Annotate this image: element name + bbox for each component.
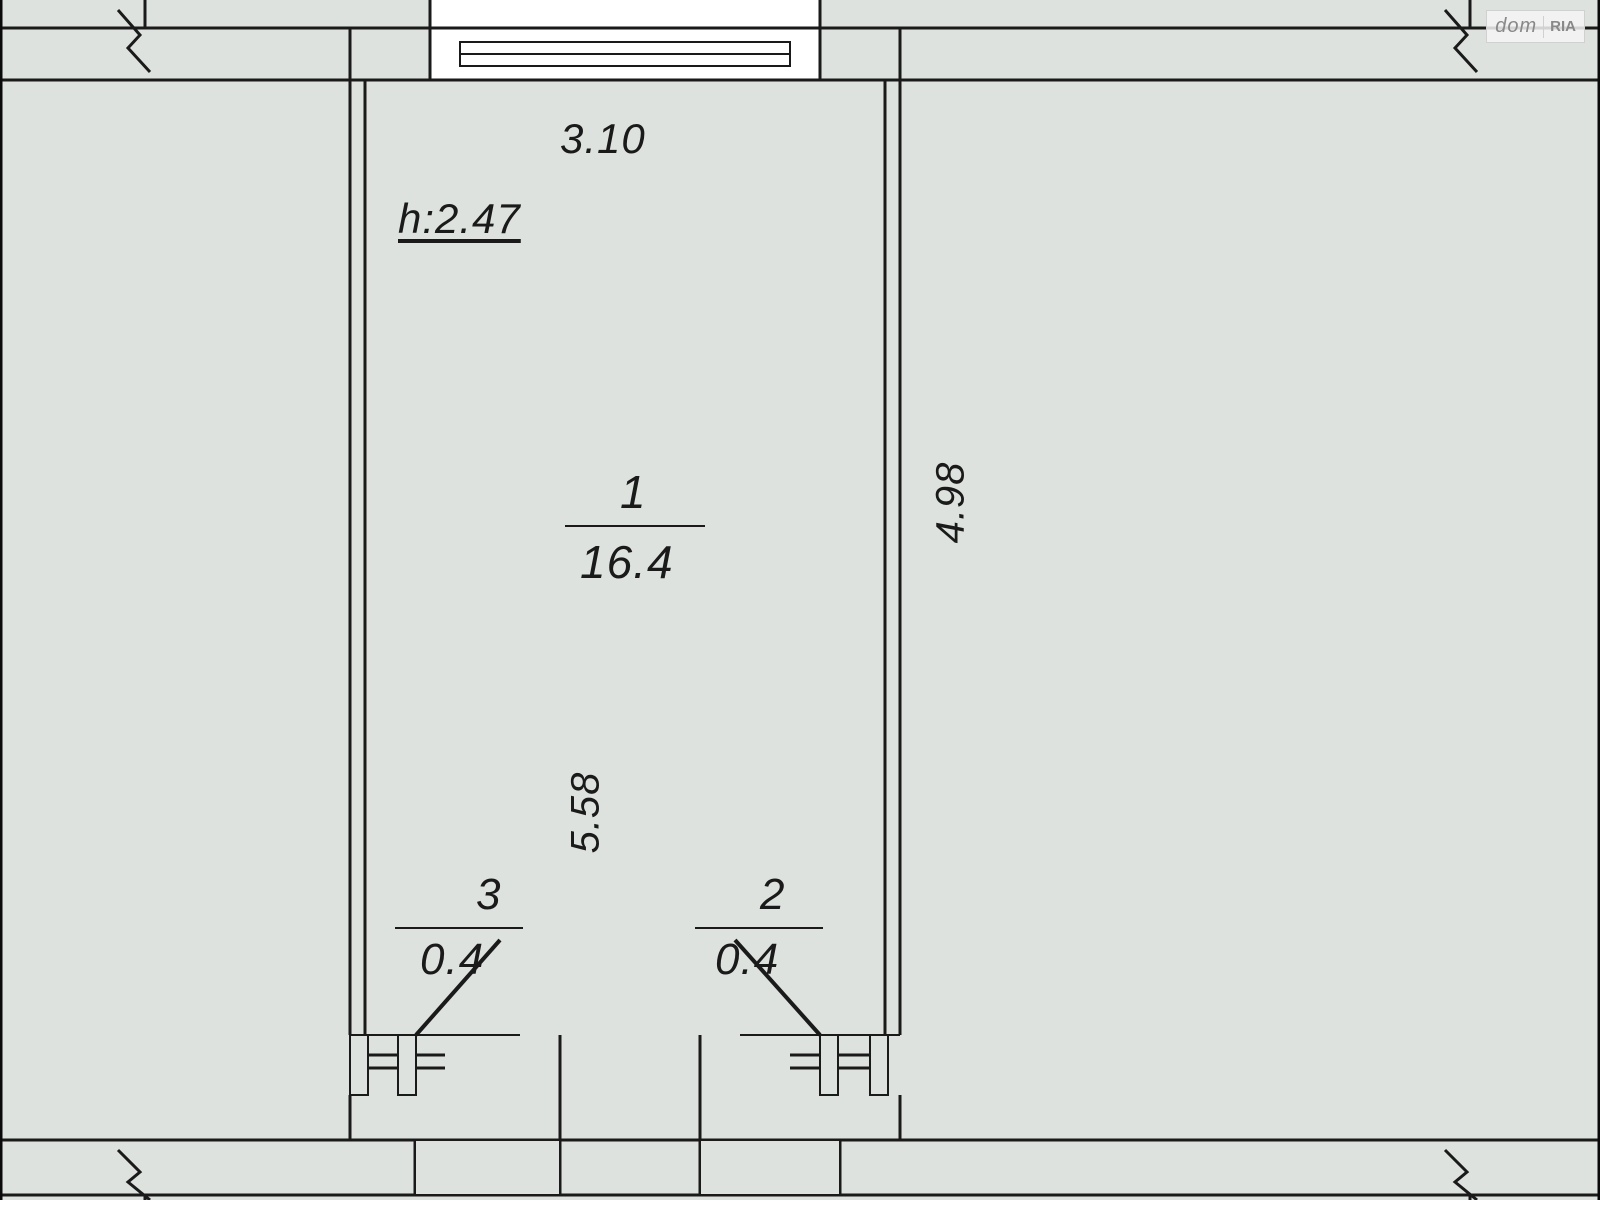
room-2-area: 0.4: [715, 935, 779, 985]
dim-right-wall: 4.98: [928, 462, 973, 544]
dim-ceiling-height: h:2.47: [398, 195, 521, 243]
room-3-id: 3: [476, 870, 501, 920]
watermark-icon: RIA: [1544, 18, 1582, 35]
room-2-id: 2: [760, 870, 785, 920]
floorplan-canvas: 3.10 h:2.47 1 16.4 4.98 5.58 3 0.4 2 0.4: [0, 0, 1600, 1200]
dim-width: 3.10: [560, 115, 646, 163]
watermark-badge: dom RIA: [1486, 10, 1585, 43]
room-1-divider: [565, 525, 705, 527]
dim-inner-height: 5.58: [563, 772, 608, 854]
room-2-divider: [695, 927, 823, 929]
room-1-id: 1: [620, 465, 647, 519]
room-1-area: 16.4: [580, 535, 674, 589]
room-3-area: 0.4: [420, 935, 484, 985]
watermark-text: dom: [1489, 15, 1543, 38]
room-3-divider: [395, 927, 523, 929]
floorplan-svg: [0, 0, 1600, 1200]
